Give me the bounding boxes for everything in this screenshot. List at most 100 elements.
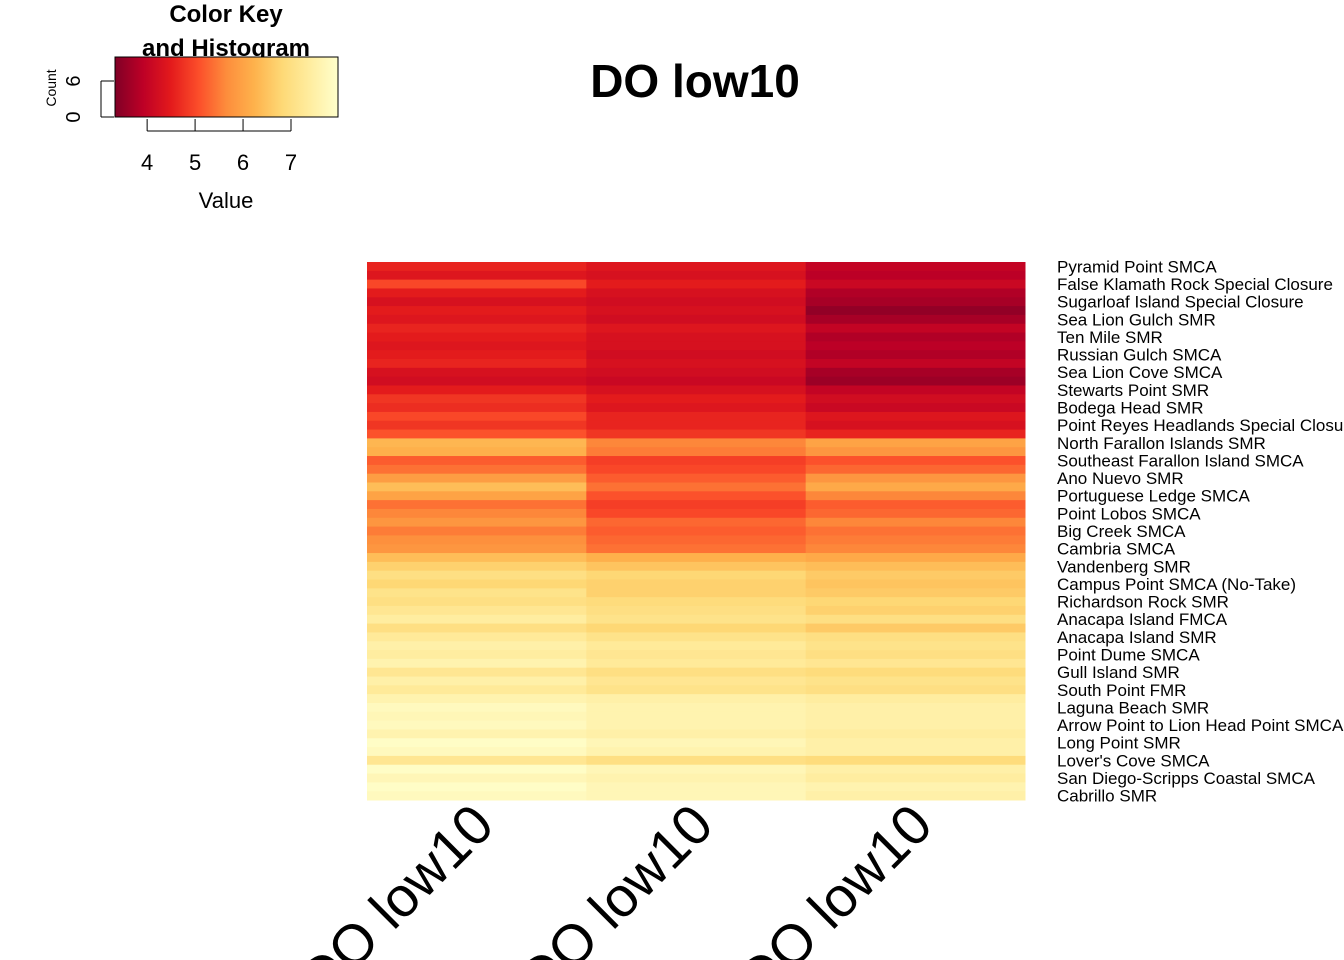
heatmap-cell bbox=[586, 570, 807, 581]
heatmap-cell bbox=[586, 403, 807, 413]
column-label: DO low10 bbox=[506, 792, 724, 960]
heatmap-cell bbox=[805, 411, 1026, 422]
heatmap-cell bbox=[805, 632, 1026, 642]
heatmap-cell bbox=[586, 561, 807, 572]
heatmap-cell bbox=[805, 623, 1026, 633]
row-label: Anacapa Island FMCA bbox=[1057, 610, 1228, 629]
heatmap-cell bbox=[367, 464, 587, 475]
heatmap-cell bbox=[367, 685, 587, 695]
heatmap-cell bbox=[586, 411, 807, 422]
heatmap-cell bbox=[586, 332, 807, 342]
heatmap-cell bbox=[367, 755, 587, 766]
heatmap-cell bbox=[805, 323, 1026, 334]
heatmap-cell bbox=[367, 791, 587, 801]
heatmap-cell bbox=[586, 526, 807, 536]
heatmap-cell bbox=[367, 314, 587, 325]
row-label: Campus Point SMCA (No-Take) bbox=[1057, 575, 1296, 594]
row-label: Ten Mile SMR bbox=[1057, 328, 1163, 347]
heatmap-cell bbox=[367, 288, 587, 298]
heatmap-cell bbox=[367, 306, 587, 316]
heatmap-cell bbox=[367, 553, 587, 563]
row-label: Bodega Head SMR bbox=[1057, 399, 1203, 418]
heatmap-cell bbox=[805, 755, 1026, 766]
row-label: Long Point SMR bbox=[1057, 734, 1181, 753]
heatmap-cell bbox=[367, 508, 587, 519]
heatmap-cell bbox=[586, 491, 807, 501]
heatmap-cell bbox=[805, 482, 1026, 492]
heatmap-cell bbox=[586, 447, 807, 457]
heatmap-cell bbox=[805, 350, 1026, 360]
heatmap-cell bbox=[586, 711, 807, 722]
heatmap-cell bbox=[367, 738, 587, 748]
row-label: Big Creek SMCA bbox=[1057, 522, 1186, 541]
heatmap-cell bbox=[805, 526, 1026, 536]
heatmap-cell bbox=[805, 508, 1026, 519]
key-x-tick-label: 7 bbox=[285, 150, 297, 175]
heatmap-cell bbox=[805, 579, 1026, 589]
heatmap-cell bbox=[586, 729, 807, 739]
heatmap-cell bbox=[805, 473, 1026, 483]
key-x-tick-label: 6 bbox=[237, 150, 249, 175]
heatmap-cell bbox=[367, 279, 587, 289]
heatmap-cell bbox=[586, 632, 807, 642]
heatmap-cell bbox=[586, 500, 807, 510]
heatmap-cell bbox=[367, 482, 587, 492]
heatmap-cell bbox=[805, 694, 1026, 704]
row-label: Pyramid Point SMCA bbox=[1057, 257, 1217, 276]
heatmap-cell bbox=[367, 332, 587, 342]
heatmap-cell bbox=[805, 332, 1026, 342]
heatmap-cell bbox=[586, 517, 807, 528]
heatmap-cell bbox=[367, 711, 587, 722]
heatmap-cell bbox=[805, 641, 1026, 651]
row-label: Anacapa Island SMR bbox=[1057, 628, 1217, 647]
heatmap-cell bbox=[586, 579, 807, 589]
column-label: DO low10 bbox=[725, 792, 943, 960]
heatmap-cell bbox=[805, 720, 1026, 730]
heatmap-cell bbox=[367, 394, 587, 404]
heatmap-cell bbox=[367, 747, 587, 757]
key-x-tick-label: 5 bbox=[189, 150, 201, 175]
heatmap-cell bbox=[805, 650, 1026, 660]
heatmap-cell bbox=[805, 544, 1026, 554]
heatmap-cell bbox=[586, 773, 807, 783]
heatmap-cell bbox=[367, 297, 587, 307]
row-label: Point Reyes Headlands Special Closure bbox=[1057, 416, 1344, 435]
heatmap-cell bbox=[586, 667, 807, 678]
heatmap-cell bbox=[586, 429, 807, 439]
heatmap-cell bbox=[586, 720, 807, 730]
heatmap-cell bbox=[367, 667, 587, 678]
heatmap-cell bbox=[805, 570, 1026, 581]
heatmap-cell bbox=[805, 535, 1026, 545]
heatmap-cell bbox=[805, 588, 1026, 598]
heatmap-cell bbox=[586, 553, 807, 563]
heatmap-cell bbox=[586, 685, 807, 695]
key-y-label: Count bbox=[43, 69, 59, 106]
row-label: Southeast Farallon Island SMCA bbox=[1057, 451, 1304, 470]
heatmap-cell bbox=[586, 597, 807, 607]
key-x-tick-label: 4 bbox=[141, 150, 153, 175]
row-label: Arrow Point to Lion Head Point SMCA bbox=[1057, 716, 1344, 735]
row-label: Stewarts Point SMR bbox=[1057, 381, 1209, 400]
heatmap-cell bbox=[586, 306, 807, 316]
heatmap-cell bbox=[586, 420, 807, 431]
heatmap-cell bbox=[586, 755, 807, 766]
heatmap-cell bbox=[586, 297, 807, 307]
heatmap-cell bbox=[367, 367, 587, 378]
row-label: Ano Nuevo SMR bbox=[1057, 469, 1184, 488]
heatmap-cell bbox=[586, 473, 807, 483]
heatmap-cell bbox=[805, 773, 1026, 783]
heatmap-cell bbox=[367, 473, 587, 483]
heatmap-cell bbox=[586, 279, 807, 289]
heatmap-cell bbox=[586, 782, 807, 792]
heatmap-cell bbox=[586, 438, 807, 448]
heatmap-cell bbox=[805, 791, 1026, 801]
heatmap-cell bbox=[367, 694, 587, 704]
heatmap-cell bbox=[586, 641, 807, 651]
heatmap-cell bbox=[367, 376, 587, 386]
heatmap-cell bbox=[805, 702, 1026, 713]
heatmap-cell bbox=[586, 350, 807, 360]
heatmap-cell bbox=[805, 597, 1026, 607]
heatmap-cell bbox=[805, 297, 1026, 307]
chart-title: DO low10 bbox=[590, 55, 800, 107]
heatmap-cell bbox=[805, 385, 1026, 395]
